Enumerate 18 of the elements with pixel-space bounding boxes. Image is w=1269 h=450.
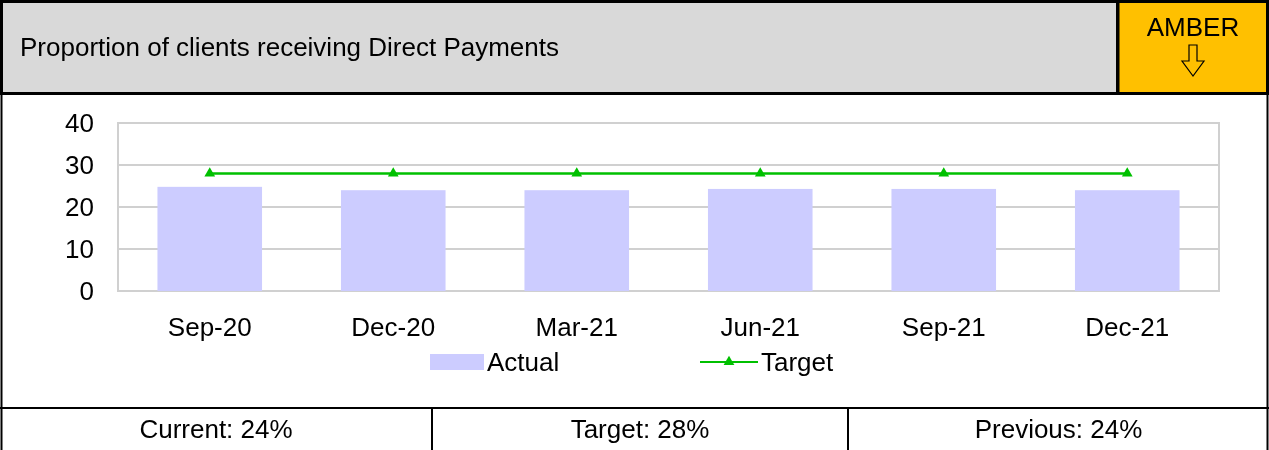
- x-tick-label: Dec-20: [351, 312, 436, 342]
- text: AMBER: [1146, 12, 1240, 42]
- x-tick-label: Jun-21: [720, 312, 800, 342]
- x-tick-label: Mar-21: [535, 312, 618, 342]
- y-tick-label: 20: [65, 192, 94, 222]
- text: Target: 28%: [570, 414, 710, 444]
- y-tick-label: 10: [65, 234, 94, 264]
- legend-label: Actual: [487, 347, 560, 377]
- x-tick-label: Sep-21: [901, 312, 986, 342]
- text: Previous: 24%: [974, 414, 1143, 444]
- x-tick-label: Dec-21: [1085, 312, 1170, 342]
- y-tick-label: 0: [79, 276, 94, 306]
- legend-label: Target: [761, 347, 835, 377]
- y-tick-label: 40: [65, 108, 94, 138]
- y-tick-label: 30: [65, 150, 94, 180]
- x-tick-label: Sep-20: [167, 312, 252, 342]
- text: Current: 24%: [139, 414, 293, 444]
- chart-title: Proportion of clients receiving Direct Payments: [20, 32, 560, 62]
